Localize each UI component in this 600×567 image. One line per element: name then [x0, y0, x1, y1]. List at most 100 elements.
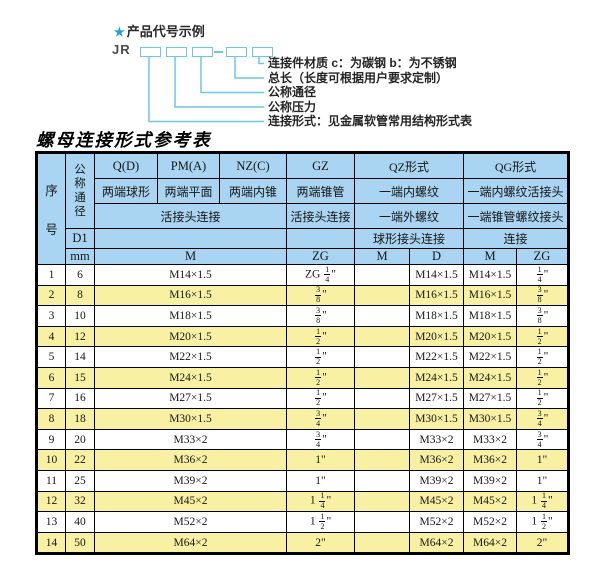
- header-unit-m: M: [94, 248, 287, 265]
- table-row: 10 22 M36×2 1" M36×2 M36×2 1": [36, 449, 569, 471]
- diagram-title: ★ 产品代号示例: [114, 21, 205, 40]
- cell-qg-m: M27×1.5: [463, 387, 517, 410]
- header-unit-zg: ZG: [286, 248, 355, 265]
- cell-qz-d: M64×2: [409, 531, 464, 555]
- header-ends-pma: 两端平面: [157, 178, 220, 204]
- header-diameter: 公称通径: [65, 152, 95, 229]
- cell-serial: 8: [36, 408, 66, 430]
- code-box-1: [140, 47, 161, 57]
- header-form-gz: GZ: [286, 152, 355, 179]
- cell-mm: 14: [65, 346, 95, 368]
- header-serial: 序号: [36, 152, 66, 265]
- label-material: 连接件材质 c：为碳钢 b：为不锈钢: [268, 56, 457, 70]
- cell-gz: 1 1 2 ": [286, 511, 355, 533]
- cell-qz-d: M39×2: [409, 469, 464, 492]
- cell-qg-zg: 3 8 ": [516, 284, 569, 307]
- header-joint-gz: 活接头连接: [286, 203, 355, 229]
- cell-qz-d: M22×1.5: [409, 346, 464, 368]
- cell-qg-zg: 1": [516, 449, 569, 471]
- cell-qz-d: M16×1.5: [409, 284, 464, 307]
- header-unit-qg-m: M: [463, 248, 517, 265]
- cell-mm: 8: [65, 284, 95, 307]
- cell-mm: 20: [65, 428, 95, 451]
- cell-qg-m: M24×1.5: [463, 366, 517, 389]
- cell-gz: 3 4 ": [286, 408, 355, 430]
- cell-qg-m: M30×1.5: [463, 408, 517, 430]
- cell-m: M39×2: [94, 469, 287, 492]
- cell-qz-d: M45×2: [409, 490, 464, 513]
- table-row: 5 14 M22×1.5 1 2 " M22×1.5 M22×1.5 1 2 ": [36, 346, 569, 368]
- cell-qz-d: M36×2: [409, 449, 464, 471]
- cell-serial: 3: [36, 305, 66, 327]
- cell-qg-m: M45×2: [463, 490, 517, 513]
- cell-gz: 1": [286, 469, 355, 492]
- cell-gz: 1": [286, 449, 355, 471]
- code-box-4: [226, 47, 247, 57]
- cell-gz: 3 8 ": [286, 305, 355, 327]
- cell-m: M36×2: [94, 449, 287, 471]
- table-row: 14 50 M64×2 2" M64×2 M64×2 2": [36, 531, 569, 555]
- table-row: 9 20 M33×2 3 4 " M33×2 M33×2 3 4 ": [36, 428, 569, 451]
- cell-serial: 2: [36, 284, 66, 307]
- header-unit-qz-d: D: [409, 248, 464, 265]
- cell-gz: ZG 1 4 ": [286, 264, 355, 286]
- cell-qz-d: M24×1.5: [409, 366, 464, 389]
- label-pressure: 公称压力: [268, 99, 317, 114]
- product-code-prefix: JR: [112, 42, 131, 57]
- header-conn-qg: 连接: [463, 228, 569, 249]
- header-form-nzc: NZ(C): [219, 152, 287, 179]
- cell-qg-m: M18×1.5: [463, 305, 517, 327]
- table-row: 4 12 M20×1.5 1 2 " M20×1.5 M20×1.5 1 2 ": [36, 325, 569, 348]
- cell-mm: 16: [65, 387, 95, 410]
- cell-mm: 40: [65, 511, 95, 533]
- cell-mm: 50: [65, 531, 95, 555]
- cell-qg-zg: 1 1 2 ": [516, 511, 569, 533]
- table-row: 7 16 M27×1.5 1 2 " M27×1.5 M27×1.5 1 2 ": [36, 387, 569, 410]
- cell-serial: 9: [36, 428, 66, 451]
- cell-gz: 1 2 ": [286, 346, 355, 368]
- header-blank-gz: [286, 228, 355, 249]
- reference-table: 序号 公称通径 Q(D) PM(A) NZ(C) GZ QZ形式 QG形式 两端…: [35, 151, 570, 556]
- cell-m: M14×1.5: [94, 264, 287, 286]
- cell-qz-d: M18×1.5: [409, 305, 464, 327]
- diagram-title-text: 产品代号示例: [126, 24, 205, 39]
- cell-m: M24×1.5: [94, 366, 287, 389]
- cell-qg-m: M52×2: [463, 511, 517, 533]
- cell-gz: 1 2 ": [286, 387, 355, 410]
- cell-qz-m: [354, 305, 410, 327]
- table-row: 11 25 M39×2 1" M39×2 M39×2 1": [36, 469, 569, 492]
- cell-serial: 12: [36, 490, 66, 513]
- cell-mm: 6: [65, 264, 95, 286]
- cell-gz: 3 4 ": [286, 428, 355, 451]
- header-form-qz: QZ形式: [354, 152, 464, 179]
- label-length: 总长（长度可根据用户要求定制）: [268, 70, 449, 85]
- cell-gz: 2": [286, 531, 355, 555]
- cell-qz-m: [354, 264, 410, 286]
- header-ends-nzc: 两端内锥: [219, 178, 287, 204]
- header-joint-union: 活接头连接: [94, 203, 287, 229]
- cell-qz-m: [354, 325, 410, 348]
- cell-qz-m: [354, 449, 410, 471]
- cell-qz-m: [354, 531, 410, 555]
- table-row: 1 6 M14×1.5 ZG 1 4 " M14×1.5 M14×1.5 1 4 ": [36, 264, 569, 286]
- cell-qg-zg: 1 2 ": [516, 366, 569, 389]
- cell-mm: 10: [65, 305, 95, 327]
- cell-qz-d: M14×1.5: [409, 264, 464, 286]
- table-title: 螺母连接形式参考表: [36, 130, 212, 150]
- cell-mm: 32: [65, 490, 95, 513]
- code-box-2: [166, 47, 187, 57]
- cell-mm: 18: [65, 408, 95, 430]
- cell-gz: 1 2 ": [286, 366, 355, 389]
- cell-gz: 1 1 4 ": [286, 490, 355, 513]
- cell-qg-m: M39×2: [463, 469, 517, 492]
- cell-qz-m: [354, 511, 410, 533]
- table-row: 2 8 M16×1.5 3 8 " M16×1.5 M16×1.5 3 8 ": [36, 284, 569, 307]
- cell-qz-m: [354, 469, 410, 492]
- table-header: 序号 公称通径 Q(D) PM(A) NZ(C) GZ QZ形式 QG形式 两端…: [36, 152, 569, 265]
- cell-serial: 5: [36, 346, 66, 368]
- cell-qg-zg: 1 1 4 ": [516, 490, 569, 513]
- cell-mm: 12: [65, 325, 95, 348]
- cell-gz: 3 8 ": [286, 284, 355, 307]
- header-ends-qg: 一端内螺纹活接头: [463, 178, 569, 204]
- header-form-qd: Q(D): [94, 152, 158, 179]
